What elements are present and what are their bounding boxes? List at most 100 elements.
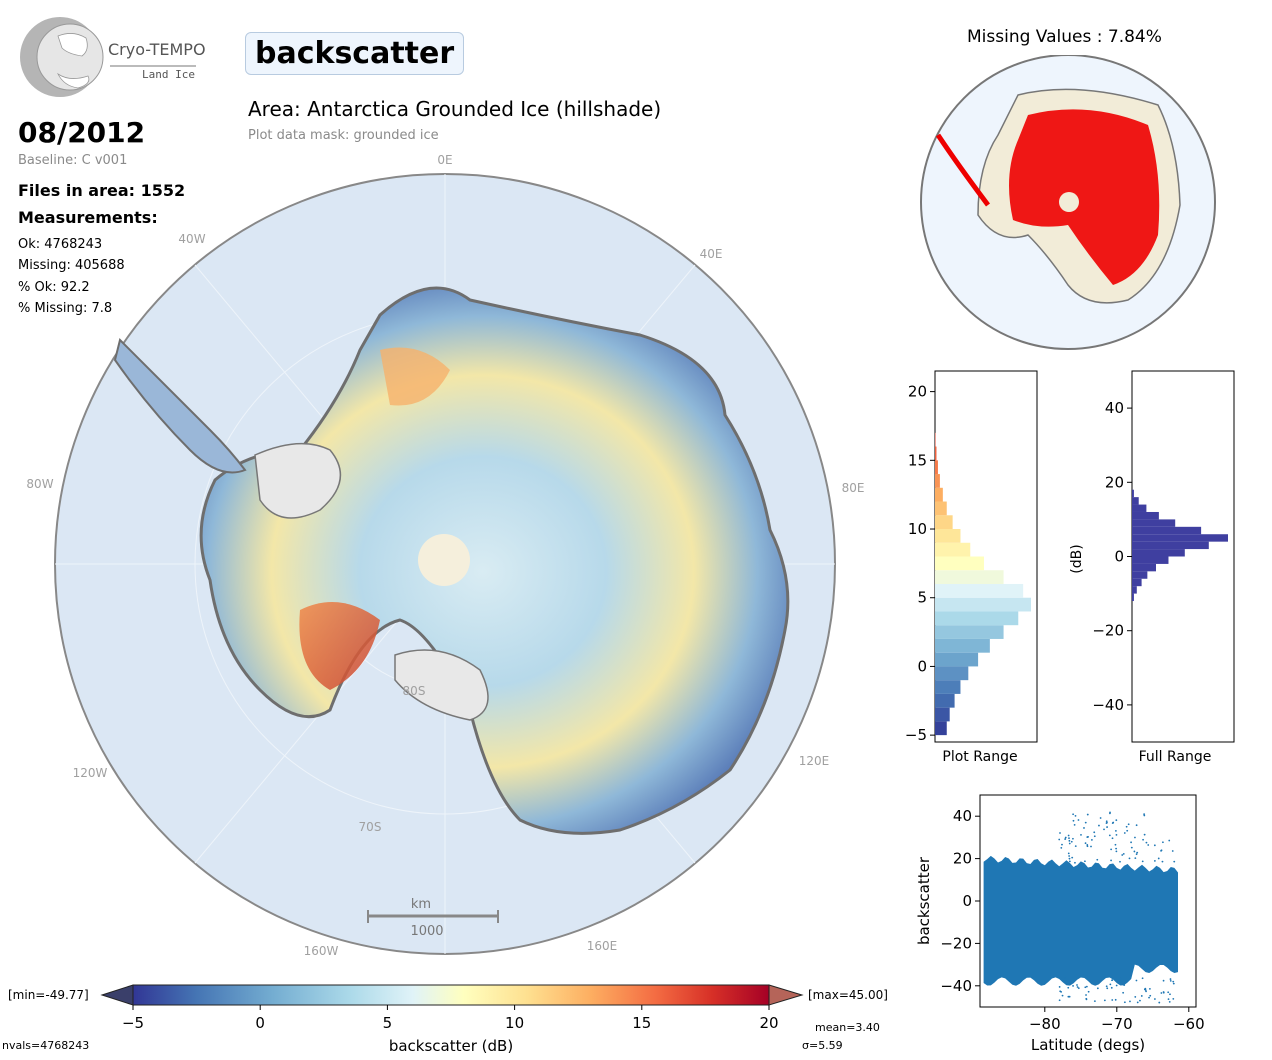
scatter-point <box>1090 839 1093 841</box>
scatter-point <box>1089 980 1092 982</box>
lon-label-160e: 160E <box>587 939 618 953</box>
scatter-point <box>1074 861 1076 864</box>
scatter-point <box>1134 836 1136 839</box>
scatter-point <box>1080 833 1082 836</box>
measurements-heading: Measurements: <box>18 208 158 227</box>
histogram-bar <box>1132 571 1148 579</box>
scatter-point <box>1148 996 1150 999</box>
plot-range-label: Plot Range <box>942 749 1017 765</box>
scatter-point <box>1064 977 1066 979</box>
missing-data-region <box>1009 109 1160 285</box>
scatter-point <box>1143 833 1146 836</box>
scatter-point <box>1093 831 1096 834</box>
missing-data-peninsula <box>935 133 991 207</box>
scatter-point <box>1061 843 1063 846</box>
scatter-point <box>1119 977 1122 980</box>
lon-label-80e: 80E <box>842 481 865 495</box>
lon-label-160w: 160W <box>304 944 339 958</box>
y-tick-label: 20 <box>1105 473 1124 491</box>
y-tick-label: 40 <box>1105 399 1124 417</box>
lon-label-80w: 80W <box>26 477 53 491</box>
scatter-point <box>1072 837 1074 840</box>
scatter-point <box>1171 850 1174 852</box>
scatter-point <box>1105 820 1108 823</box>
scatter-point <box>1172 997 1175 1000</box>
scatter-point <box>1162 991 1165 994</box>
scalebar-unit: km <box>411 897 431 912</box>
scatter-point <box>1074 845 1077 847</box>
histogram-bar <box>935 611 1019 626</box>
scatter-point <box>1143 814 1146 817</box>
colorbar-min-label: [min=-49.77] <box>8 988 89 1002</box>
lon-label-120w: 120W <box>73 766 108 780</box>
scatter-point <box>1167 991 1170 994</box>
y-tick-label: 5 <box>917 589 927 607</box>
lon-label-120e: 120E <box>799 754 830 768</box>
y-tick-label: 0 <box>917 657 927 675</box>
histogram-bar <box>935 501 947 516</box>
x-tick-label: −60 <box>1173 1015 1205 1033</box>
histogram-bar <box>1132 549 1185 557</box>
scatter-point <box>1085 998 1088 1001</box>
colorbar-gradient <box>132 984 770 1006</box>
scatter-ylabel: backscatter <box>915 856 933 945</box>
scatter-point <box>1058 999 1061 1002</box>
scatter-point <box>1106 987 1109 990</box>
scatter-point <box>1110 986 1113 989</box>
y-tick-label: 15 <box>908 451 927 469</box>
scatter-point <box>1064 838 1067 840</box>
scatter-point <box>1072 985 1074 987</box>
scatter-point <box>1115 833 1118 836</box>
scatter-point <box>1141 977 1144 980</box>
antarctica-ice-sheet <box>199 286 790 835</box>
histogram-bar <box>1132 497 1139 505</box>
scatter-point <box>1135 853 1138 856</box>
scatter-point <box>1134 857 1137 860</box>
scatter-point <box>1098 824 1100 827</box>
y-tick-label: −20 <box>1092 622 1124 640</box>
scatter-point <box>1084 842 1087 845</box>
lon-label-40w: 40W <box>178 232 205 246</box>
pct-ok: % Ok: 92.2 <box>18 280 90 295</box>
histogram-bar <box>935 625 1004 639</box>
date-label: 08/2012 <box>18 116 146 149</box>
colorbar-max-label: [max=45.00] <box>808 988 888 1002</box>
antarctic-peninsula <box>113 338 247 474</box>
scatter-point <box>1145 841 1148 844</box>
histogram-bar <box>935 693 955 708</box>
scatter-point <box>1083 827 1085 829</box>
y-tick-label: 0 <box>962 892 972 910</box>
scatter-point <box>1115 819 1118 822</box>
scatter-point <box>1148 987 1151 990</box>
histogram-bar <box>1132 563 1156 572</box>
scatter-point <box>1073 823 1076 826</box>
x-tick-label: −70 <box>1101 1015 1133 1033</box>
warm-patch <box>299 602 380 690</box>
histogram-bar <box>1132 586 1137 594</box>
scatter-point <box>1077 819 1080 821</box>
scatter-point <box>1084 821 1087 824</box>
scatter-point <box>1090 845 1092 848</box>
logo-subtitle: Land Ice <box>142 68 195 81</box>
scatter-point <box>1140 995 1143 997</box>
scatter-point <box>1167 998 1170 1001</box>
main-map: 0E 40E 80E 120E 160E 160W 120W 80W 40W 8… <box>26 153 865 958</box>
scatter-point <box>1143 813 1146 816</box>
scatter-point <box>1093 835 1096 838</box>
histogram-bar <box>935 474 940 488</box>
y-tick-label: 20 <box>908 383 927 401</box>
latitude-scatter-plot: −80 −70 −60 −40 −20 0 20 40 backscatter Latitud… <box>915 794 1205 1054</box>
scatter-point <box>1111 999 1114 1001</box>
scatter-point <box>1068 837 1070 840</box>
scatter-point <box>1149 994 1152 997</box>
colorbar-tick-label: 5 <box>383 1014 393 1032</box>
y-tick-label: −20 <box>940 934 972 952</box>
histogram-bar <box>1132 511 1159 520</box>
scatter-point <box>1068 855 1071 857</box>
ok-count: Ok: 4768243 <box>18 237 103 252</box>
histogram-bar <box>935 556 984 571</box>
full-range-ylabel: (dB) <box>1069 544 1085 573</box>
scatter-point <box>1161 860 1164 863</box>
ronne-ice-shelf <box>254 442 342 519</box>
scatter-point <box>1133 850 1136 853</box>
